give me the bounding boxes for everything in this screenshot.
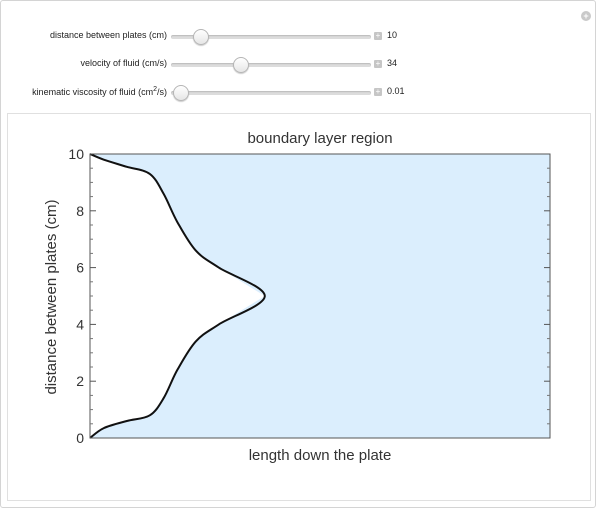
distance-slider[interactable]: [171, 29, 371, 45]
plot-panel: boundary layer region length down the pl…: [7, 113, 591, 501]
y-tick-label: 0: [76, 430, 84, 446]
viscosity-slider[interactable]: [171, 85, 371, 101]
control-distance-between-plates: distance between plates (cm) + 10: [1, 29, 596, 45]
control-value: 34: [387, 58, 398, 68]
y-axis-label: distance between plates (cm): [43, 199, 60, 394]
velocity-profile-line: [89, 153, 266, 439]
plot-area: [89, 153, 551, 439]
control-label-text-end: /s): [157, 87, 167, 97]
boundary-layer-chart: boundary layer region length down the pl…: [43, 130, 551, 464]
y-tick-label: 2: [76, 373, 84, 389]
y-tick-label: 6: [76, 260, 84, 276]
y-tick-label: 10: [68, 146, 84, 162]
control-value: 10: [387, 30, 398, 40]
control-label: distance between plates (cm): [49, 30, 167, 40]
control-value: 0.01: [387, 86, 405, 96]
x-axis-label: length down the plate: [249, 447, 392, 464]
control-label-text: kinematic viscosity of fluid (cm: [32, 87, 154, 97]
plus-icon[interactable]: +: [374, 87, 382, 96]
plus-icon[interactable]: +: [374, 31, 382, 40]
free-stream-region: [90, 154, 265, 438]
control-velocity-of-fluid: velocity of fluid (cm/s) + 34: [1, 57, 596, 73]
plus-icon[interactable]: +: [374, 59, 382, 68]
slider-thumb[interactable]: [193, 29, 209, 45]
control-label: kinematic viscosity of fluid (cm2/s): [32, 86, 167, 97]
control-label-superscript: 2: [153, 86, 157, 93]
y-tick-label: 8: [76, 203, 84, 219]
slider-thumb[interactable]: [233, 57, 249, 73]
y-tick-label: 4: [76, 316, 84, 332]
chart-title: boundary layer region: [247, 130, 392, 147]
axis-ticks: 0 2 4 6 8 10: [68, 146, 550, 446]
expand-options-icon[interactable]: +: [581, 11, 591, 21]
slider-thumb[interactable]: [173, 85, 189, 101]
control-label: velocity of fluid (cm/s): [80, 58, 167, 68]
control-kinematic-viscosity: kinematic viscosity of fluid (cm2/s) + 0…: [1, 85, 596, 101]
velocity-slider[interactable]: [171, 57, 371, 73]
